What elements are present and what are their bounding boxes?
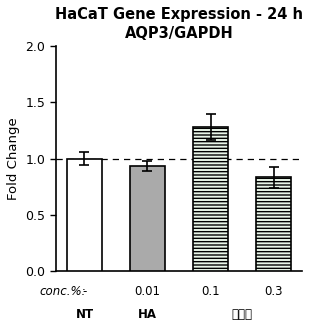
Text: conc.%:: conc.%:: [39, 285, 86, 298]
Title: HaCaT Gene Expression - 24 h
AQP3/GAPDH: HaCaT Gene Expression - 24 h AQP3/GAPDH: [55, 7, 303, 40]
Text: NT: NT: [75, 307, 94, 320]
Bar: [256, 177, 291, 271]
Text: 墨藻胶: 墨藻胶: [231, 307, 252, 320]
Text: 0.3: 0.3: [264, 285, 283, 298]
Text: 0.01: 0.01: [134, 285, 160, 298]
Bar: [67, 159, 102, 271]
Text: 0.1: 0.1: [201, 285, 220, 298]
Bar: [130, 166, 165, 271]
Y-axis label: Fold Change: Fold Change: [7, 117, 20, 200]
Bar: [193, 127, 228, 271]
Text: HA: HA: [138, 307, 157, 320]
Text: -: -: [82, 285, 87, 298]
